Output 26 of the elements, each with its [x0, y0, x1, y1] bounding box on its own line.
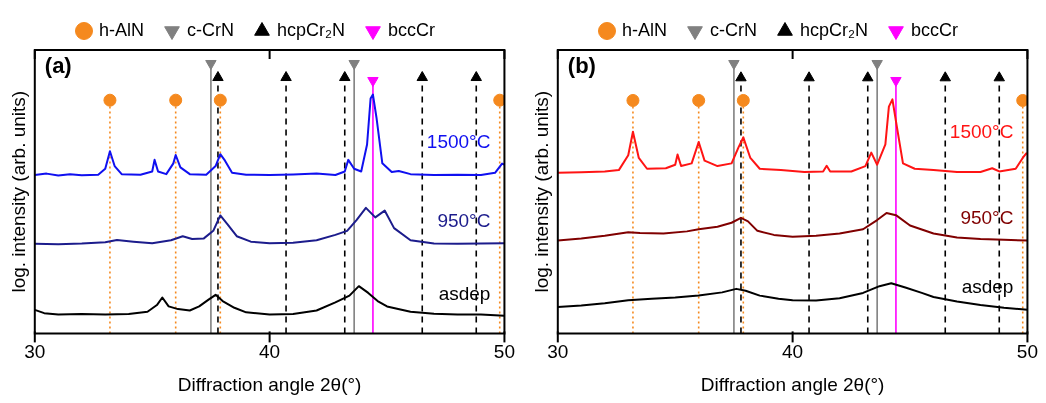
chart-title: (a): [44, 53, 72, 79]
x-axis-title: Diffraction angle 2θ(°): [700, 373, 885, 395]
legend-label: hcpCr₂N: [277, 19, 346, 40]
legend-label: c-CrN: [710, 19, 758, 40]
x-tick-label: 30: [24, 341, 46, 363]
x-axis-title: Diffraction angle 2θ(°): [177, 373, 362, 395]
x-tick-label: 30: [547, 341, 569, 363]
series-label: 1500°C: [949, 120, 1014, 142]
x-tick-label: 50: [493, 341, 515, 363]
legend-label: h-AlN: [99, 19, 145, 40]
y-axis-title: log. intensity (arb. units): [7, 90, 29, 293]
series-label: asdep: [438, 282, 491, 304]
x-tick-label: 40: [259, 341, 281, 363]
y-axis-title: log. intensity (arb. units): [530, 90, 552, 293]
legend-label: bccCr: [388, 19, 436, 40]
x-tick-label: 40: [782, 341, 804, 363]
chart-title: (b): [567, 53, 596, 79]
x-tick-label: 50: [1016, 341, 1038, 363]
series-label: 950°C: [437, 209, 491, 231]
legend-label: bccCr: [911, 19, 959, 40]
legend-label: hcpCr₂N: [800, 19, 869, 40]
legend-label: h-AlN: [622, 19, 668, 40]
series-label: 1500°C: [426, 131, 491, 153]
legend-label: c-CrN: [187, 19, 235, 40]
series-label: 950°C: [960, 207, 1014, 229]
series-label: asdep: [961, 276, 1014, 298]
